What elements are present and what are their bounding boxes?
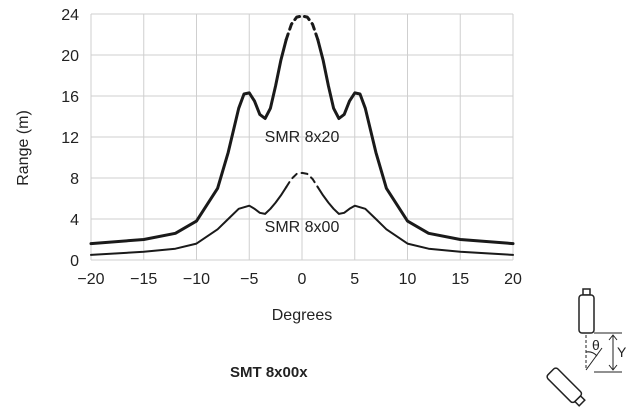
series-label-smr-8x20: SMR 8x20 [265, 129, 340, 146]
x-axis-label: Degrees [272, 307, 332, 324]
theta-label: θ [592, 337, 600, 353]
x-tick-label: −15 [130, 271, 157, 288]
angle-lines [585, 332, 622, 373]
y-tick-label: 8 [70, 171, 79, 188]
x-tick-label: 15 [451, 271, 469, 288]
x-tick-label: −5 [240, 271, 258, 288]
y-tick-label: 20 [61, 48, 79, 65]
grid-lines [90, 13, 514, 261]
y-tick-label: 12 [61, 130, 79, 147]
y-tick-label: 16 [61, 89, 79, 106]
x-tick-label: 20 [504, 271, 522, 288]
series-line-dashed-smr-8x20 [284, 14, 320, 42]
tick-labels: −20 −15 −10 −5 0 5 10 15 20 0 4 8 12 16 20 24 [61, 7, 522, 288]
upper-sensor-icon [578, 288, 595, 334]
series-line-smr-8x20 [89, 38, 288, 246]
chart-caption: SMT 8x00x [230, 364, 308, 381]
x-tick-label: −20 [77, 271, 104, 288]
x-tick-label: −10 [183, 271, 210, 288]
y-tick-label: 4 [70, 212, 79, 229]
x-tick-label: 5 [350, 271, 359, 288]
series-line-smr-8x20 [316, 38, 515, 246]
series-lines [89, 14, 515, 256]
series-line-smr-8x00 [90, 186, 288, 256]
series-label-smr-8x00: SMR 8x00 [265, 219, 340, 236]
series-line-dashed-smr-8x00 [285, 171, 319, 189]
y-label: Y [617, 344, 626, 360]
series-line-smr-8x00 [316, 186, 514, 256]
lower-sensor-icon [546, 367, 586, 407]
y-tick-label: 24 [61, 7, 79, 24]
y-axis-label: Range (m) [15, 110, 32, 186]
x-tick-label: 0 [298, 271, 307, 288]
x-tick-label: 10 [399, 271, 417, 288]
y-tick-label: 0 [70, 253, 79, 270]
